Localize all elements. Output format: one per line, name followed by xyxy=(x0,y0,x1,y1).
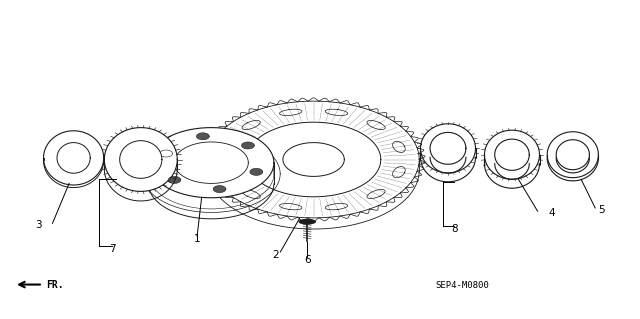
Polygon shape xyxy=(222,141,235,152)
Text: 4: 4 xyxy=(548,208,555,218)
Polygon shape xyxy=(280,109,302,115)
Polygon shape xyxy=(57,143,90,173)
Polygon shape xyxy=(196,133,209,140)
Polygon shape xyxy=(104,128,177,191)
Polygon shape xyxy=(547,132,598,178)
Text: 6: 6 xyxy=(304,255,310,265)
Polygon shape xyxy=(392,167,405,178)
Text: 7: 7 xyxy=(109,244,115,254)
Text: 8: 8 xyxy=(451,224,458,234)
Polygon shape xyxy=(556,140,589,170)
Polygon shape xyxy=(325,204,348,210)
Polygon shape xyxy=(280,204,302,210)
Polygon shape xyxy=(125,148,157,176)
Polygon shape xyxy=(283,143,344,176)
Polygon shape xyxy=(148,128,274,198)
Polygon shape xyxy=(168,176,181,183)
Polygon shape xyxy=(44,131,104,185)
Polygon shape xyxy=(186,153,198,160)
Text: 1: 1 xyxy=(194,234,200,244)
Polygon shape xyxy=(195,159,227,166)
Polygon shape xyxy=(246,122,381,197)
Polygon shape xyxy=(213,186,226,193)
Text: SEP4-M0800: SEP4-M0800 xyxy=(435,281,489,290)
Polygon shape xyxy=(224,153,237,160)
Polygon shape xyxy=(495,139,529,170)
Polygon shape xyxy=(208,101,419,218)
Text: 5: 5 xyxy=(598,205,605,215)
Polygon shape xyxy=(204,161,219,164)
Polygon shape xyxy=(367,189,385,198)
Polygon shape xyxy=(219,150,242,163)
Text: 3: 3 xyxy=(35,220,42,230)
Polygon shape xyxy=(200,169,223,182)
Polygon shape xyxy=(484,130,540,179)
Polygon shape xyxy=(325,109,348,115)
Polygon shape xyxy=(430,132,466,164)
Polygon shape xyxy=(299,219,316,224)
Polygon shape xyxy=(174,142,248,183)
Polygon shape xyxy=(242,142,254,149)
Polygon shape xyxy=(205,172,218,179)
Polygon shape xyxy=(242,189,260,198)
Polygon shape xyxy=(120,141,162,178)
Polygon shape xyxy=(180,150,204,163)
Text: FR.: FR. xyxy=(46,279,64,290)
Polygon shape xyxy=(222,167,235,178)
Polygon shape xyxy=(392,141,405,152)
Polygon shape xyxy=(367,121,385,130)
Polygon shape xyxy=(242,121,260,130)
Polygon shape xyxy=(250,168,262,175)
Text: 2: 2 xyxy=(272,249,278,260)
Polygon shape xyxy=(160,150,173,157)
Polygon shape xyxy=(420,124,476,173)
